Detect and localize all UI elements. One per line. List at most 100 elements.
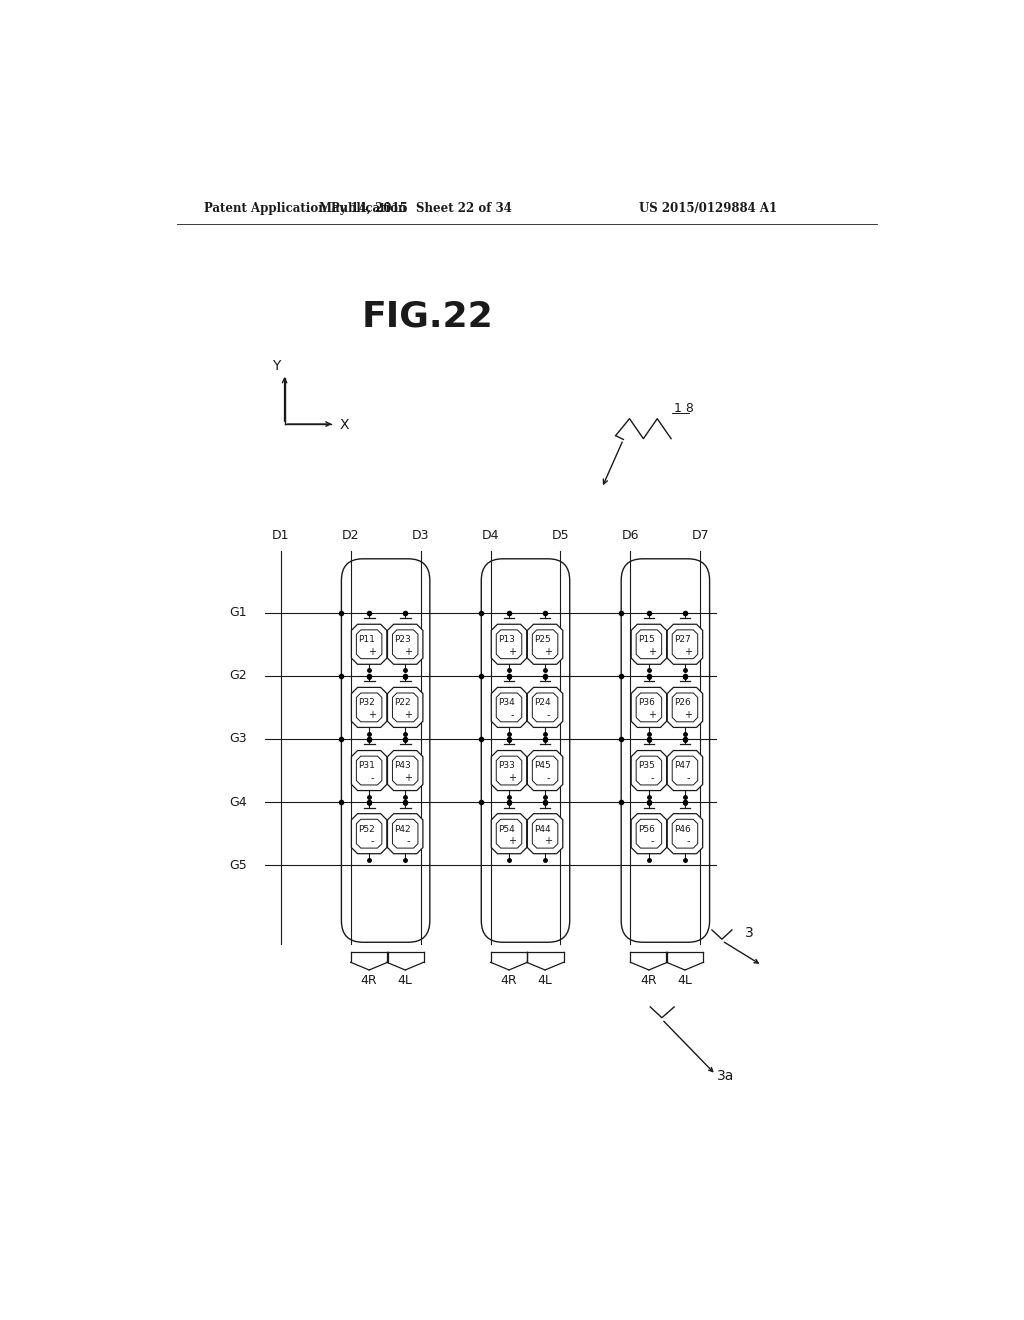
Polygon shape — [356, 693, 382, 722]
Polygon shape — [631, 624, 667, 664]
Text: -: - — [371, 774, 374, 783]
Polygon shape — [668, 813, 702, 854]
Polygon shape — [356, 820, 382, 849]
Text: +: + — [508, 774, 516, 783]
Polygon shape — [636, 630, 662, 659]
Text: P47: P47 — [674, 762, 691, 771]
Polygon shape — [631, 688, 667, 727]
Polygon shape — [392, 756, 418, 785]
Polygon shape — [631, 813, 667, 854]
Polygon shape — [668, 751, 702, 791]
Polygon shape — [356, 630, 382, 659]
Text: D7: D7 — [691, 529, 710, 543]
Polygon shape — [527, 624, 563, 664]
Polygon shape — [636, 820, 662, 849]
Text: P42: P42 — [394, 825, 412, 833]
Text: 1 8: 1 8 — [674, 403, 694, 416]
Text: +: + — [648, 647, 656, 657]
Polygon shape — [351, 813, 387, 854]
Text: P33: P33 — [499, 762, 515, 771]
Text: 3a: 3a — [717, 1069, 734, 1084]
Text: 4R: 4R — [641, 974, 657, 987]
Text: +: + — [369, 710, 376, 721]
Text: 4L: 4L — [397, 974, 413, 987]
Text: 3: 3 — [745, 927, 754, 940]
Polygon shape — [672, 756, 697, 785]
Text: D5: D5 — [552, 529, 569, 543]
Text: 4R: 4R — [501, 974, 517, 987]
Text: P36: P36 — [638, 698, 655, 708]
Polygon shape — [527, 688, 563, 727]
Text: +: + — [544, 647, 552, 657]
Text: D4: D4 — [481, 529, 500, 543]
Polygon shape — [387, 688, 423, 727]
Text: +: + — [404, 647, 413, 657]
Text: +: + — [684, 647, 692, 657]
Polygon shape — [672, 693, 697, 722]
Text: 4R: 4R — [360, 974, 378, 987]
Text: P15: P15 — [638, 635, 655, 644]
Polygon shape — [392, 820, 418, 849]
Text: G1: G1 — [229, 606, 247, 619]
Text: G2: G2 — [229, 669, 247, 682]
Text: P23: P23 — [394, 635, 412, 644]
Text: P13: P13 — [499, 635, 515, 644]
Text: 4L: 4L — [678, 974, 692, 987]
Polygon shape — [392, 693, 418, 722]
Polygon shape — [532, 630, 558, 659]
Text: P27: P27 — [674, 635, 691, 644]
Polygon shape — [351, 688, 387, 727]
Text: P26: P26 — [674, 698, 691, 708]
Text: P52: P52 — [358, 825, 375, 833]
Text: Y: Y — [272, 359, 281, 372]
Text: X: X — [339, 418, 348, 432]
Polygon shape — [672, 820, 697, 849]
Polygon shape — [527, 751, 563, 791]
Text: -: - — [371, 837, 374, 846]
Text: +: + — [544, 837, 552, 846]
Text: May 14, 2015  Sheet 22 of 34: May 14, 2015 Sheet 22 of 34 — [319, 202, 512, 215]
Text: US 2015/0129884 A1: US 2015/0129884 A1 — [639, 202, 777, 215]
Text: +: + — [508, 837, 516, 846]
Polygon shape — [492, 624, 526, 664]
Text: P32: P32 — [358, 698, 375, 708]
Polygon shape — [668, 624, 702, 664]
Text: +: + — [648, 710, 656, 721]
Text: -: - — [650, 837, 653, 846]
Text: P54: P54 — [499, 825, 515, 833]
Polygon shape — [351, 751, 387, 791]
Text: P46: P46 — [674, 825, 691, 833]
Text: +: + — [508, 647, 516, 657]
Text: Patent Application Publication: Patent Application Publication — [204, 202, 407, 215]
Text: D2: D2 — [342, 529, 359, 543]
Text: P43: P43 — [394, 762, 412, 771]
Polygon shape — [351, 624, 387, 664]
Text: +: + — [684, 710, 692, 721]
Text: P24: P24 — [535, 698, 551, 708]
Text: D1: D1 — [272, 529, 290, 543]
Text: P22: P22 — [394, 698, 412, 708]
Polygon shape — [631, 751, 667, 791]
Text: 4L: 4L — [538, 974, 553, 987]
Text: -: - — [510, 710, 514, 721]
Text: G3: G3 — [229, 733, 247, 746]
Text: D6: D6 — [622, 529, 639, 543]
Polygon shape — [532, 756, 558, 785]
Text: -: - — [686, 774, 690, 783]
Text: -: - — [650, 774, 653, 783]
Text: P31: P31 — [358, 762, 375, 771]
Text: +: + — [404, 710, 413, 721]
Polygon shape — [527, 813, 563, 854]
Polygon shape — [492, 813, 526, 854]
Polygon shape — [636, 693, 662, 722]
Text: P35: P35 — [638, 762, 655, 771]
Polygon shape — [672, 630, 697, 659]
Polygon shape — [387, 813, 423, 854]
Text: P34: P34 — [499, 698, 515, 708]
Text: -: - — [686, 837, 690, 846]
Polygon shape — [387, 751, 423, 791]
Polygon shape — [532, 693, 558, 722]
Text: P11: P11 — [358, 635, 375, 644]
Text: +: + — [404, 774, 413, 783]
Polygon shape — [356, 756, 382, 785]
